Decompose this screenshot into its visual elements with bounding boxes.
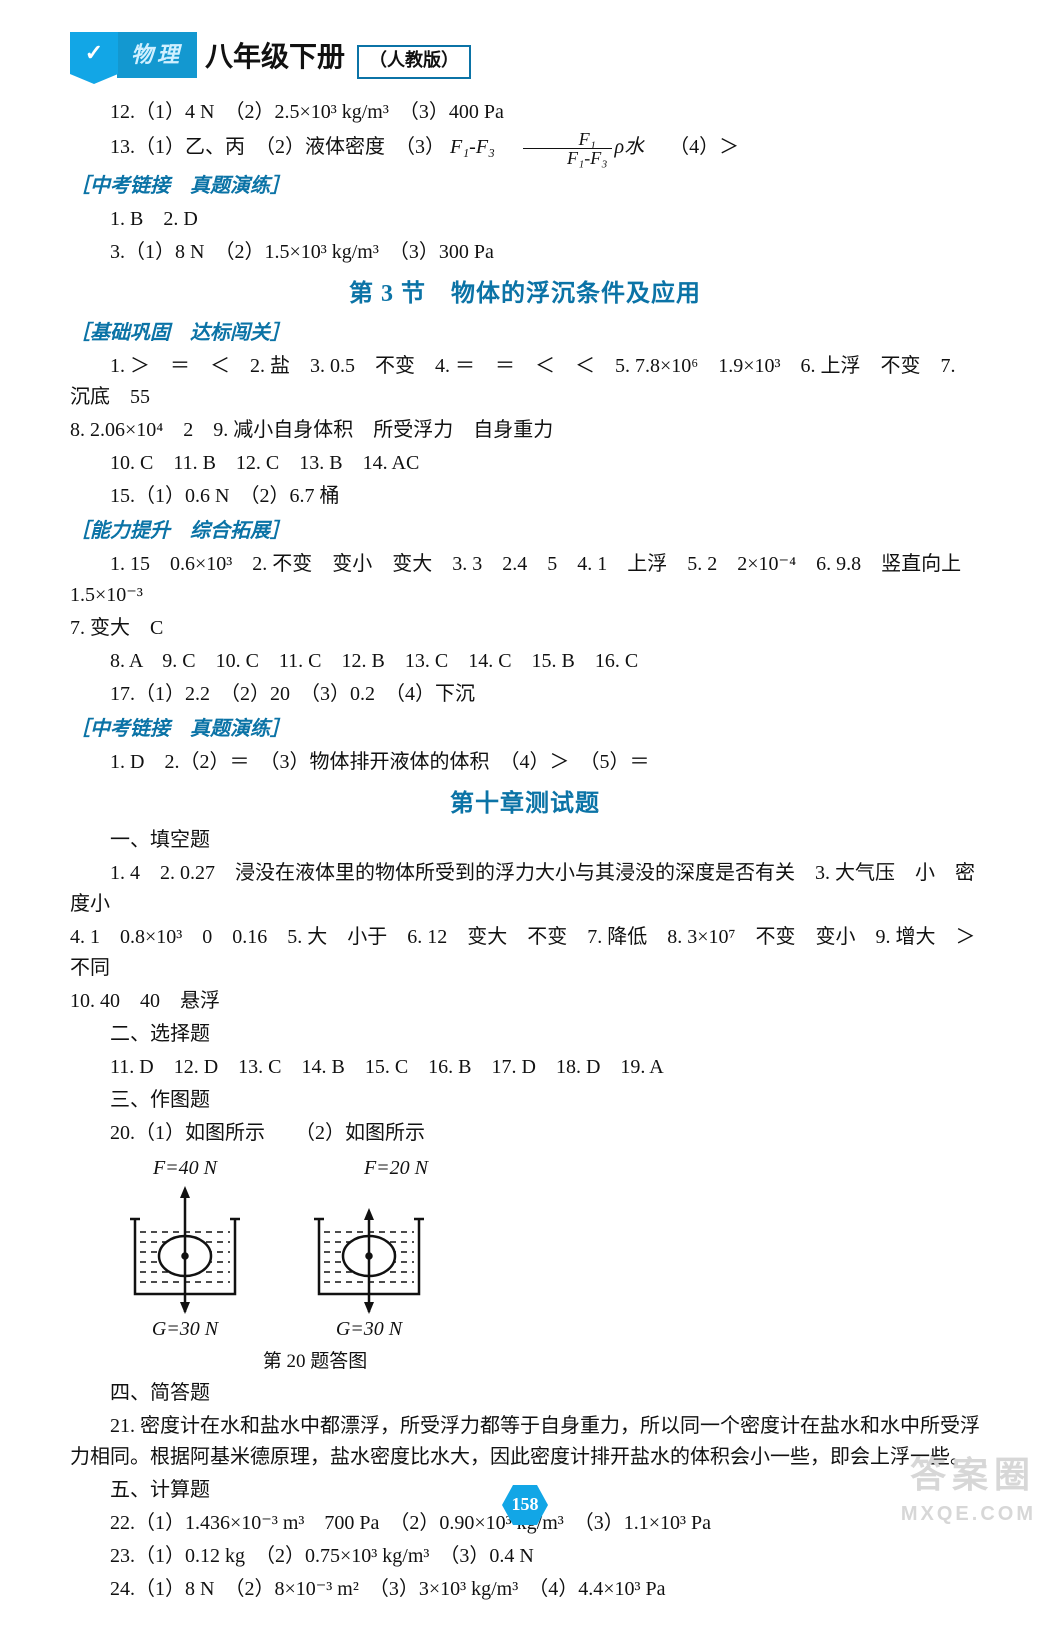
page-number-badge: 158 — [501, 1484, 549, 1526]
answer-line: 8. A 9. C 10. C 11. C 12. B 13. C 14. C … — [70, 646, 980, 677]
section-bracket: ［能力提升 综合拓展］ — [70, 516, 980, 547]
part-heading: 一、填空题 — [70, 825, 980, 856]
fraction: F₁ F₁-F₃ — [523, 130, 612, 167]
frac-den: F₁-F₃ — [523, 149, 612, 167]
answer-line: 23.（1）0.12 kg （2）0.75×10³ kg/m³ （3）0.4 N — [70, 1541, 980, 1572]
buoyancy-diagram-icon — [120, 1184, 250, 1314]
section-title: 第 3 节 物体的浮沉条件及应用 — [70, 276, 980, 313]
answer-line: 1. 15 0.6×10³ 2. 不变 变小 变大 3. 3 2.4 5 4. … — [70, 549, 980, 611]
answer-line: 15.（1）0.6 N （2）6.7 桶 — [70, 481, 980, 512]
answer-line: 13.（1）乙、丙 （2）液体密度 （3） F₁-F₃ F₁ F₁-F₃ ρ水 … — [70, 130, 980, 167]
answer-line: 1. D 2.（2）＝ （3）物体排开液体的体积 （4）＞ （5）＝ — [70, 747, 980, 778]
diagram-caption: 第 20 题答图 — [0, 1347, 980, 1376]
answer-paragraph: 21. 密度计在水和盐水中都漂浮，所受浮力都等于自身重力，所以同一个密度计在盐水… — [70, 1411, 980, 1473]
answer-line: 4. 1 0.8×10³ 0 0.16 5. 大 小于 6. 12 变大 不变 … — [70, 922, 980, 984]
section-bracket: ［中考链接 真题演练］ — [70, 714, 980, 745]
part-heading: 三、作图题 — [70, 1085, 980, 1116]
answer-line: 20.（1）如图所示 （2）如图所示 — [70, 1118, 980, 1149]
watermark: 答案圈 MXQE.COM — [901, 1447, 1036, 1530]
answer-line: 1. 4 2. 0.27 浸没在液体里的物体所受到的浮力大小与其浸没的深度是否有… — [70, 858, 980, 920]
page-number: 158 — [512, 1491, 539, 1519]
page-header: ✓ 物理 八年级下册 （人教版） — [70, 32, 980, 79]
diagram-2: F=20 N — [304, 1153, 434, 1345]
formula-text: ρ水 — [615, 136, 645, 158]
formula-text: F₁-F₃ — [450, 136, 495, 158]
subject-label: 物理 — [117, 32, 197, 78]
logo-check-icon: ✓ — [85, 36, 103, 70]
force-label-top: F=20 N — [364, 1153, 428, 1184]
logo-badge: ✓ — [70, 32, 118, 74]
watermark-cn: 答案圈 — [901, 1447, 1036, 1503]
answer-line: 12.（1）4 N （2）2.5×10³ kg/m³ （3）400 Pa — [70, 97, 980, 128]
answer-line: 10. 40 40 悬浮 — [70, 986, 980, 1017]
buoyancy-diagram-icon — [304, 1184, 434, 1314]
diagram-row: F=40 N — [120, 1153, 980, 1345]
force-label-bottom: G=30 N — [336, 1314, 402, 1345]
section-bracket: ［基础巩固 达标闯关］ — [70, 318, 980, 349]
answer-line: 10. C 11. B 12. C 13. B 14. AC — [70, 448, 980, 479]
answer-line: 7. 变大 C — [70, 613, 980, 644]
part-heading: 四、简答题 — [70, 1378, 980, 1409]
frac-num: F₁ — [523, 130, 612, 149]
answer-line: 11. D 12. D 13. C 14. B 15. C 16. B 17. … — [70, 1052, 980, 1083]
watermark-en: MXQE.COM — [901, 1499, 1036, 1530]
answer-line: 1. B 2. D — [70, 204, 980, 235]
diagram-1: F=40 N — [120, 1153, 250, 1345]
answer-line: 17.（1）2.2 （2）20 （3）0.2 （4）下沉 — [70, 679, 980, 710]
answer-line: 3.（1）8 N （2）1.5×10³ kg/m³ （3）300 Pa — [70, 237, 980, 268]
text: （4）＞ — [669, 136, 739, 158]
answer-line: 24.（1）8 N （2）8×10⁻³ m² （3）3×10³ kg/m³ （4… — [70, 1574, 980, 1605]
answer-line: 8. 2.06×10⁴ 2 9. 减小自身体积 所受浮力 自身重力 — [70, 415, 980, 446]
part-heading: 二、选择题 — [70, 1019, 980, 1050]
book-title: 八年级下册 （人教版） — [205, 32, 471, 79]
section-title: 第十章测试题 — [70, 786, 980, 823]
title-edition: （人教版） — [357, 45, 471, 79]
force-label-bottom: G=30 N — [152, 1314, 218, 1345]
title-main: 八年级下册 — [205, 36, 345, 79]
answer-line: 1. ＞ ＝ ＜ 2. 盐 3. 0.5 不变 4. ＝ ＝ ＜ ＜ 5. 7.… — [70, 351, 980, 413]
force-label-top: F=40 N — [153, 1153, 217, 1184]
section-bracket: ［中考链接 真题演练］ — [70, 171, 980, 202]
text: 13.（1）乙、丙 （2）液体密度 （3） — [110, 136, 445, 158]
